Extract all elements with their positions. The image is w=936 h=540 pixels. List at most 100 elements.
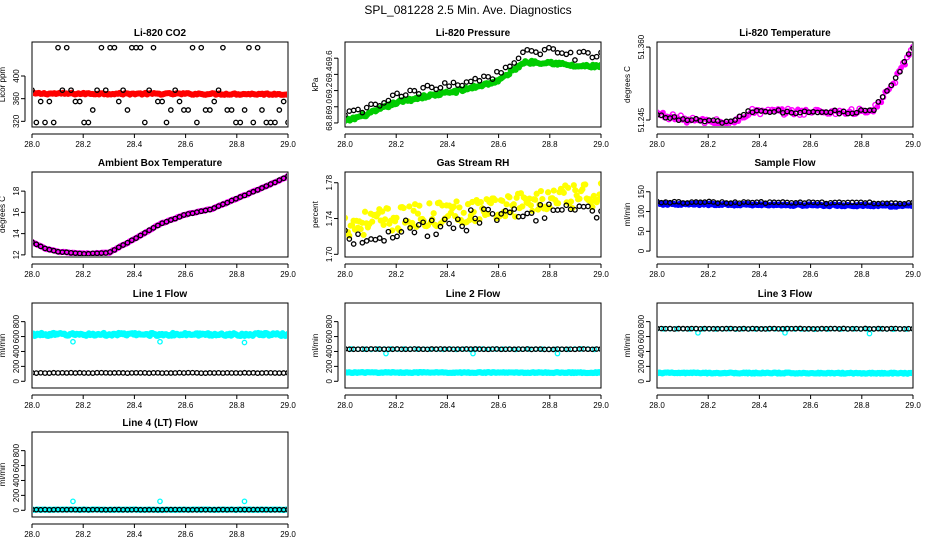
data-point	[120, 242, 126, 248]
data-point	[494, 217, 500, 224]
data-point	[507, 63, 513, 70]
data-point	[532, 196, 539, 203]
data-point	[507, 209, 513, 216]
y-axis-label-rh: percent	[311, 200, 320, 227]
data-point	[533, 49, 539, 55]
x-tick-label-sample: 29.0	[905, 270, 921, 279]
data-point	[450, 79, 457, 86]
plot-box-line4	[31, 431, 289, 518]
x-tick-label-line2: 28.6	[491, 401, 507, 410]
data-point	[141, 119, 148, 126]
series-line1-cyan-band	[33, 329, 287, 340]
data-point	[476, 77, 483, 84]
data-point	[456, 204, 463, 211]
data-point	[224, 199, 231, 206]
data-point	[189, 44, 196, 51]
data-point	[909, 370, 912, 377]
x-tick-label-line3: 28.6	[803, 401, 819, 410]
y-tick-label-ambient: 16	[12, 207, 21, 216]
data-point	[550, 187, 557, 194]
data-point	[385, 228, 392, 235]
series-line1-cyan-outliers	[70, 338, 248, 346]
x-tick-label-pressure: 28.6	[491, 140, 507, 149]
x-tick-label-line3: 28.8	[854, 401, 870, 410]
data-point	[660, 326, 667, 332]
data-point	[68, 87, 74, 94]
data-point	[361, 208, 369, 215]
x-tick-label-temperature: 28.2	[700, 140, 716, 149]
data-point	[402, 217, 409, 224]
data-point	[463, 79, 470, 85]
data-point	[520, 49, 526, 56]
data-point	[185, 107, 192, 113]
data-point	[63, 44, 70, 51]
data-point	[658, 112, 665, 119]
y-axis-label-line4: ml/min	[0, 463, 7, 487]
points-sample	[658, 198, 912, 210]
data-point	[50, 119, 57, 126]
plot-box-line2	[344, 302, 602, 389]
x-tick-label-sample: 28.0	[649, 270, 665, 279]
y-tick-label-pressure: 69.6	[325, 50, 334, 66]
panel-line1: Line 1 Flow 28.0 28.2 28.4 28.6 28.8 29.0 0 2004…	[0, 289, 296, 410]
x-tick-label-ambient: 29.0	[280, 270, 296, 279]
data-point	[541, 215, 548, 221]
data-point	[394, 90, 400, 97]
data-point	[280, 175, 287, 182]
data-point	[446, 83, 452, 90]
y-axis-label-ambient: degrees C	[0, 196, 7, 233]
x-tick-label-line4: 29.0	[280, 530, 296, 539]
data-point	[400, 204, 407, 212]
data-point	[141, 230, 148, 236]
data-point	[411, 229, 418, 236]
data-point	[361, 346, 368, 353]
data-point	[597, 62, 600, 68]
data-point	[905, 51, 912, 57]
y-axis-label-line1: ml/min	[0, 334, 7, 358]
data-point	[176, 214, 183, 220]
y-tick-label-line2: 600	[325, 329, 334, 343]
data-point	[111, 247, 118, 253]
y-tick-label-pressure: 69.4	[325, 66, 334, 82]
points-line4	[33, 498, 287, 514]
panel-title-rh: Gas Stream RH	[437, 158, 510, 169]
data-point	[595, 196, 600, 203]
data-point	[520, 213, 526, 220]
data-point	[827, 109, 834, 116]
data-point	[567, 198, 575, 205]
data-point	[211, 98, 218, 105]
x-tick-label-co2: 29.0	[280, 140, 296, 149]
data-point	[176, 98, 183, 105]
x-tick-label-rh: 28.0	[337, 270, 353, 279]
data-point	[559, 207, 565, 213]
data-point	[172, 87, 179, 94]
x-tick-label-line1: 28.8	[229, 401, 245, 410]
x-tick-label-line1: 29.0	[280, 401, 296, 410]
plot-box-sample	[656, 171, 914, 258]
x-tick-label-line2: 28.8	[542, 401, 558, 410]
y-axis-label-co2: Licor ppm	[0, 67, 7, 102]
data-point	[454, 216, 461, 223]
data-point	[124, 239, 131, 246]
x-tick-label-co2: 28.8	[229, 140, 245, 149]
data-point	[285, 370, 287, 376]
x-tick-label-temperature: 28.4	[752, 140, 768, 149]
data-point	[572, 206, 578, 213]
data-point	[539, 195, 546, 203]
data-point	[563, 202, 570, 209]
y-tick-label-sample: 150	[637, 185, 646, 199]
plot-box-co2	[31, 41, 289, 128]
x-tick-label-co2: 28.4	[127, 140, 143, 149]
data-point	[360, 231, 367, 239]
data-point	[402, 92, 409, 98]
plot-box-line1	[31, 302, 289, 389]
data-point	[272, 119, 278, 126]
points-line3	[658, 325, 912, 377]
y-tick-label-line4: 200	[12, 488, 21, 502]
data-point	[533, 190, 540, 197]
data-point	[246, 44, 252, 51]
data-point	[836, 110, 843, 117]
data-point	[460, 209, 467, 216]
x-tick-label-co2: 28.2	[75, 140, 91, 149]
y-tick-label-line1: 0	[12, 379, 21, 384]
